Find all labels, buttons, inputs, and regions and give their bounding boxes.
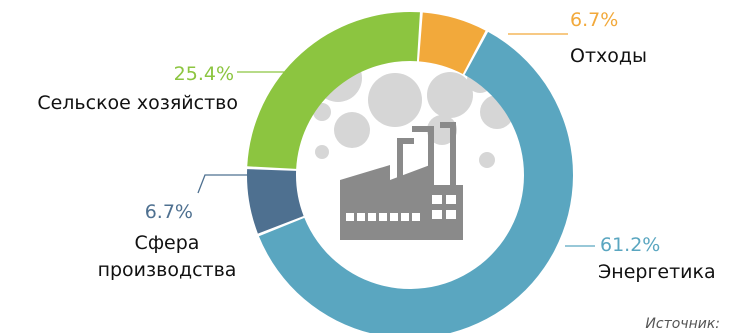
category-label-otkhody: Отходы <box>570 45 647 67</box>
value-label-energetika: 61.2% <box>600 234 660 256</box>
leader-line-sfera <box>197 174 250 194</box>
donut-slice-2 <box>247 169 304 234</box>
leader-lines <box>197 33 595 247</box>
value-label-sfera: 6.7% <box>145 201 193 223</box>
donut-slice-1 <box>258 31 573 333</box>
category-label-sfera-line2: производства <box>98 259 237 281</box>
category-label-energetika: Энергетика <box>598 261 716 283</box>
source-label: Источник: <box>645 316 720 332</box>
donut-slice-0 <box>418 12 486 74</box>
category-label-sfera-line1: Сфера <box>135 232 200 254</box>
donut-slice-3 <box>247 11 420 169</box>
factory-icon <box>340 122 463 240</box>
donut-slices <box>247 11 573 333</box>
value-label-selskoe: 25.4% <box>174 63 234 85</box>
category-label-selskoe: Сельское хозяйство <box>37 92 238 114</box>
value-label-otkhody: 6.7% <box>570 9 618 31</box>
